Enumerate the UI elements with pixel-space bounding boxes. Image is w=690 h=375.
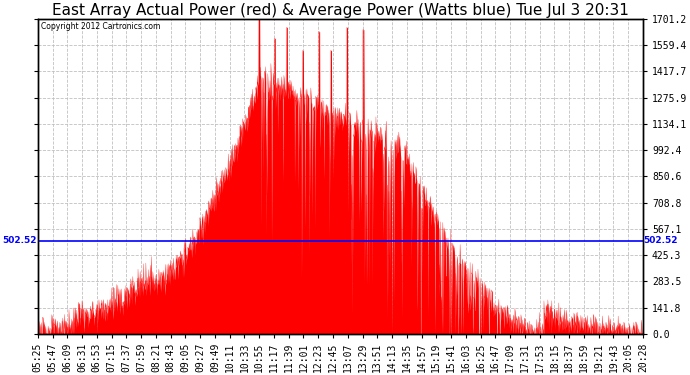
Text: 502.52: 502.52 [3, 236, 37, 245]
Text: 502.52: 502.52 [644, 236, 678, 245]
Title: East Array Actual Power (red) & Average Power (Watts blue) Tue Jul 3 20:31: East Array Actual Power (red) & Average … [52, 3, 629, 18]
Text: Copyright 2012 Cartronics.com: Copyright 2012 Cartronics.com [41, 22, 160, 31]
